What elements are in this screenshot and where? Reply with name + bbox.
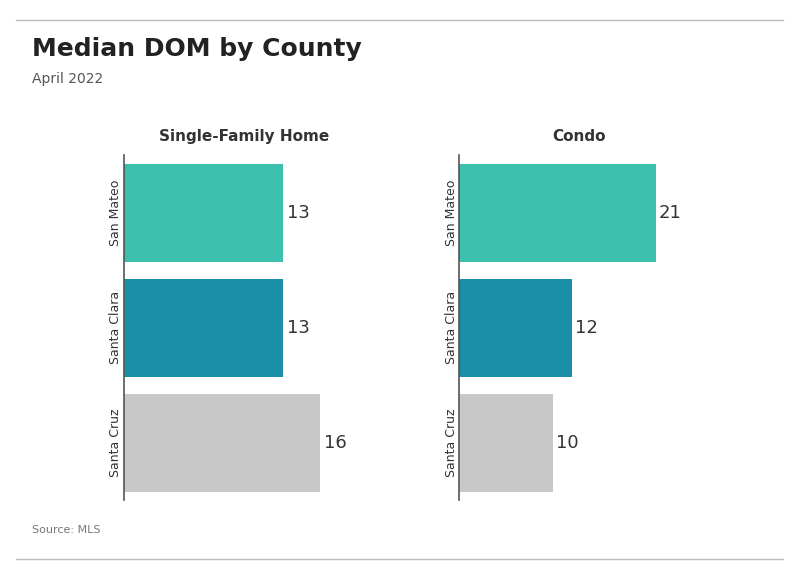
Text: 21: 21 <box>658 204 682 222</box>
Text: Source: MLS: Source: MLS <box>32 525 101 535</box>
Text: 16: 16 <box>324 434 347 452</box>
Bar <box>124 394 320 492</box>
Text: 12: 12 <box>574 319 598 337</box>
Title: Condo: Condo <box>553 129 606 144</box>
Text: 13: 13 <box>287 319 310 337</box>
Text: Median DOM by County: Median DOM by County <box>32 37 362 62</box>
Bar <box>459 164 656 262</box>
Bar <box>459 279 572 377</box>
Bar <box>459 394 553 492</box>
Title: Single-Family Home: Single-Family Home <box>158 129 329 144</box>
Text: 13: 13 <box>287 204 310 222</box>
Text: April 2022: April 2022 <box>32 72 103 86</box>
Text: 10: 10 <box>556 434 578 452</box>
Bar <box>124 279 284 377</box>
Bar <box>124 164 284 262</box>
